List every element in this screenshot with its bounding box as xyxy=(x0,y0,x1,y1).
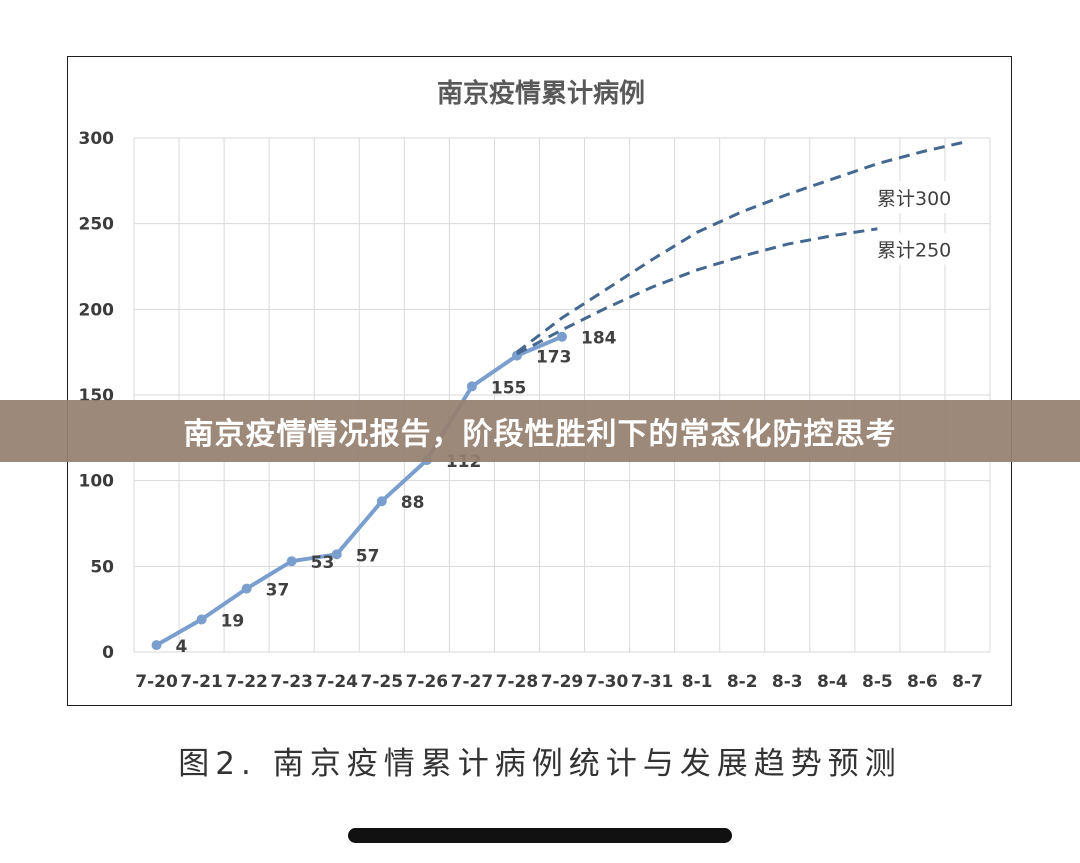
series-line-dashed xyxy=(516,227,878,356)
y-tick-label: 50 xyxy=(90,557,114,577)
data-point xyxy=(557,331,567,342)
figure-caption: 图2. 南京疫情累计病例统计与发展趋势预测 xyxy=(178,746,902,782)
series-line-solid xyxy=(155,334,563,647)
data-label: 184 xyxy=(581,329,617,349)
x-tick-label: 7-29 xyxy=(541,672,584,692)
x-tick-label: 7-20 xyxy=(135,672,178,692)
scroll-indicator[interactable] xyxy=(348,828,732,843)
legend-label-bg xyxy=(868,181,972,214)
data-point xyxy=(151,640,162,651)
chart-frame: 南京疫情累计病例 0 50 100 150 200 250 300 7-20 7-21 7-22 7… xyxy=(67,56,1012,706)
x-tick-label: 8-5 xyxy=(862,672,893,692)
data-point xyxy=(286,556,297,567)
x-tick-label: 8-2 xyxy=(727,672,758,692)
data-label: 57 xyxy=(356,546,380,566)
data-label: 155 xyxy=(491,378,527,398)
y-tick-label: 0 xyxy=(102,643,114,663)
x-tick-label: 8-1 xyxy=(682,672,713,692)
x-tick-label: 7-22 xyxy=(225,672,268,692)
x-tick-label: 8-6 xyxy=(907,672,938,692)
banner-title: 南京疫情情况报告，阶段性胜利下的常态化防控思考 xyxy=(183,417,897,452)
x-tick-label: 7-24 xyxy=(315,672,358,692)
title-banner: 南京疫情情况报告，阶段性胜利下的常态化防控思考 xyxy=(0,400,1080,462)
x-tick-label: 7-31 xyxy=(631,672,674,692)
series-label: 累计250 xyxy=(877,240,951,262)
x-tick-label: 7-30 xyxy=(586,672,629,692)
data-point xyxy=(331,549,342,560)
y-tick-label: 250 xyxy=(79,215,115,235)
x-tick-label: 8-7 xyxy=(952,672,983,692)
chart-title: 南京疫情累计病例 xyxy=(437,78,645,109)
y-tick-label: 100 xyxy=(79,472,115,492)
y-tick-label: 200 xyxy=(79,300,115,320)
x-tick-label: 7-25 xyxy=(361,672,404,692)
data-point xyxy=(466,381,477,392)
x-tick-label: 7-28 xyxy=(496,672,539,692)
series-line-dashed xyxy=(515,139,968,354)
data-point xyxy=(376,496,387,507)
x-tick-label: 7-26 xyxy=(406,672,449,692)
data-label: 173 xyxy=(536,348,572,368)
x-tick-label: 7-23 xyxy=(270,672,313,692)
data-label: 19 xyxy=(221,611,245,631)
y-tick-label: 300 xyxy=(79,129,115,149)
x-tick-label: 7-27 xyxy=(451,672,494,692)
data-label: 4 xyxy=(176,637,188,657)
cut-off-text-line xyxy=(60,852,1020,863)
x-tick-label: 7-21 xyxy=(180,672,223,692)
data-point xyxy=(196,614,207,625)
x-tick-label: 8-3 xyxy=(772,672,803,692)
data-label: 53 xyxy=(311,553,335,573)
data-label: 88 xyxy=(401,493,425,513)
legend-label-bg xyxy=(868,232,972,265)
data-label: 37 xyxy=(266,581,290,601)
data-point xyxy=(241,583,252,594)
series-label: 累计300 xyxy=(877,188,951,210)
x-tick-label: 8-4 xyxy=(817,672,848,692)
